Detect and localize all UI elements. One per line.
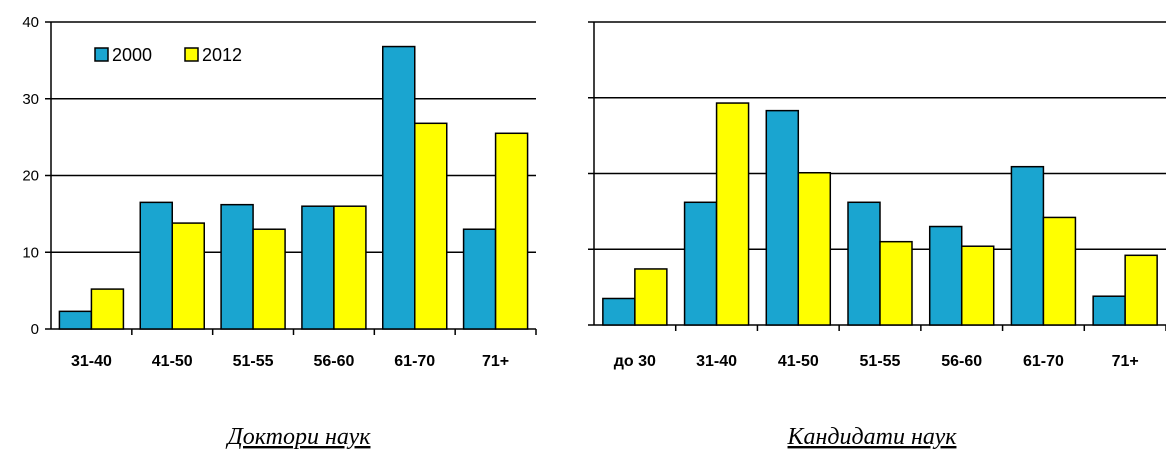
bar-2012-51-55 — [252, 228, 286, 330]
bar-2000-61-70 — [382, 45, 416, 330]
bar-2000-41-50 — [765, 109, 800, 326]
x-tick-label: 31-40 — [71, 353, 112, 370]
legend-label-2000: 2000 — [112, 45, 152, 65]
bar-2000-31-40 — [58, 310, 93, 330]
y-tick-label: 20 — [22, 168, 39, 185]
legend-swatch-2000 — [94, 47, 109, 62]
legend: 2000 2012 — [94, 45, 242, 65]
bar-2000-56-60 — [301, 205, 335, 330]
chart-1: 0 10 20 30 40 31-40 41-50 51-55 56-60 61-70 71+ 200… — [22, 14, 537, 450]
bar-2000-51-55 — [220, 203, 254, 330]
bar-2012-31-40 — [715, 102, 750, 326]
legend-swatch-2012 — [184, 47, 199, 62]
bar-2012-41-50 — [171, 222, 205, 330]
y-tick-label: 10 — [22, 244, 39, 261]
chart-caption: Доктори наук — [226, 424, 372, 450]
x-tick-label: 71+ — [1112, 353, 1139, 370]
chart-caption: Кандидати наук — [787, 424, 958, 450]
bar-2000-71+ — [1092, 295, 1126, 326]
bar-2000-41-50 — [139, 201, 173, 330]
x-tick-label: 71+ — [482, 353, 509, 370]
bar-2000-71+ — [462, 228, 497, 330]
bar-2000-31-40 — [683, 201, 718, 326]
bar-2012-61-70 — [1042, 216, 1077, 326]
x-tick-label: до 30 — [614, 353, 656, 370]
x-tick-label: 51-55 — [233, 353, 274, 370]
bar-2012-71+ — [494, 132, 529, 330]
y-tick-label: 30 — [22, 91, 39, 108]
bar-2012-61-70 — [414, 122, 448, 330]
bar-2012-31-40 — [90, 288, 125, 330]
chart-2: до 30 31-40 41-50 51-55 56-60 61-70 71+ Кандида… — [588, 21, 1166, 450]
x-tick-label: 56-60 — [313, 353, 354, 370]
bar-2012-до 30 — [634, 268, 668, 326]
bar-2012-41-50 — [797, 171, 832, 326]
x-tick-label: 41-50 — [152, 353, 193, 370]
bar-2012-51-55 — [879, 240, 913, 326]
bar-2000-до 30 — [602, 297, 636, 326]
x-tick-label: 51-55 — [860, 353, 901, 370]
x-tick-label: 31-40 — [696, 353, 737, 370]
bar-2000-51-55 — [847, 201, 881, 326]
legend-label-2012: 2012 — [202, 45, 242, 65]
bar-2012-71+ — [1124, 254, 1158, 326]
x-tick-label: 56-60 — [941, 353, 982, 370]
y-tick-label: 40 — [22, 14, 39, 31]
x-tick-label: 61-70 — [1023, 353, 1064, 370]
x-tick-label: 61-70 — [394, 353, 435, 370]
bar-2000-61-70 — [1010, 165, 1045, 326]
bar-2012-56-60 — [960, 245, 995, 326]
bar-2012-56-60 — [333, 205, 367, 330]
bar-2000-56-60 — [928, 225, 963, 326]
x-tick-label: 41-50 — [778, 353, 819, 370]
y-tick-label: 0 — [31, 321, 39, 338]
